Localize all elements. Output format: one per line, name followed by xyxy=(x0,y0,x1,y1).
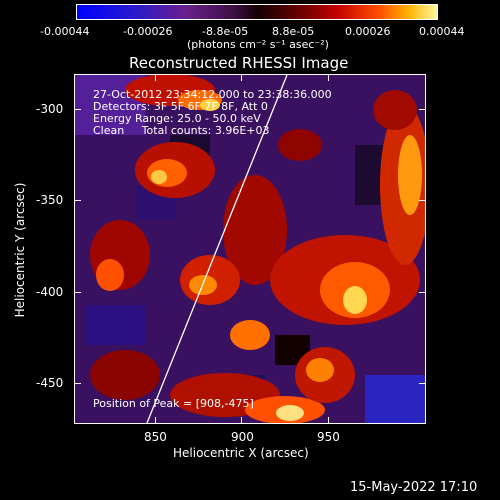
y-tick xyxy=(75,109,81,110)
colorbar-tick-label: 0.00044 xyxy=(419,25,465,38)
info-detectors: Detectors: 3F 5F 6F 7F 8F, Att 0 xyxy=(93,100,268,113)
x-tick xyxy=(241,75,242,81)
x-tick xyxy=(328,417,329,423)
y-axis-label: Heliocentric Y (arcsec) xyxy=(13,182,27,318)
colorbar-units: (photons cm⁻² s⁻¹ asec⁻²) xyxy=(187,38,329,51)
x-tick xyxy=(155,75,156,81)
colorbar-tick-label: -0.00026 xyxy=(123,25,173,38)
colorbar-tick-label: -0.00044 xyxy=(40,25,90,38)
x-tick xyxy=(328,75,329,81)
y-tick-label: -450 xyxy=(36,376,64,390)
plot-title: Reconstructed RHESSI Image xyxy=(129,54,349,72)
x-tick-label: 950 xyxy=(317,430,340,444)
x-tick xyxy=(241,417,242,423)
y-tick-label: -300 xyxy=(36,102,64,116)
image-map xyxy=(75,75,425,423)
y-tick xyxy=(419,200,425,201)
y-tick xyxy=(419,383,425,384)
rhessi-image: 27-Oct-2012 23:34:12.000 to 23:38:36.000… xyxy=(74,74,426,424)
footer-date: 15-May-2022 17:10 xyxy=(350,480,478,495)
y-tick xyxy=(75,292,81,293)
peak-position: Position of Peak = [908,-475] xyxy=(93,397,254,410)
y-tick xyxy=(75,200,81,201)
colorbar-tick-label: 0.00026 xyxy=(345,25,391,38)
x-tick xyxy=(155,417,156,423)
colorbar xyxy=(76,4,438,20)
y-tick-label: -400 xyxy=(36,285,64,299)
y-tick xyxy=(419,292,425,293)
x-tick-label: 850 xyxy=(144,430,167,444)
x-axis-label: Heliocentric X (arcsec) xyxy=(173,446,309,460)
y-tick-label: -350 xyxy=(36,193,64,207)
y-tick xyxy=(419,109,425,110)
colorbar-tick-label: -8.8e-05 xyxy=(202,25,249,38)
info-energy-range: Energy Range: 25.0 - 50.0 keV xyxy=(93,112,261,125)
colorbar-tick-label: 8.8e-05 xyxy=(272,25,315,38)
info-clean-counts: Clean Total counts: 3.96E+03 xyxy=(93,124,270,137)
y-tick xyxy=(75,383,81,384)
x-tick-label: 900 xyxy=(231,430,254,444)
info-time-range: 27-Oct-2012 23:34:12.000 to 23:38:36.000 xyxy=(93,88,332,101)
